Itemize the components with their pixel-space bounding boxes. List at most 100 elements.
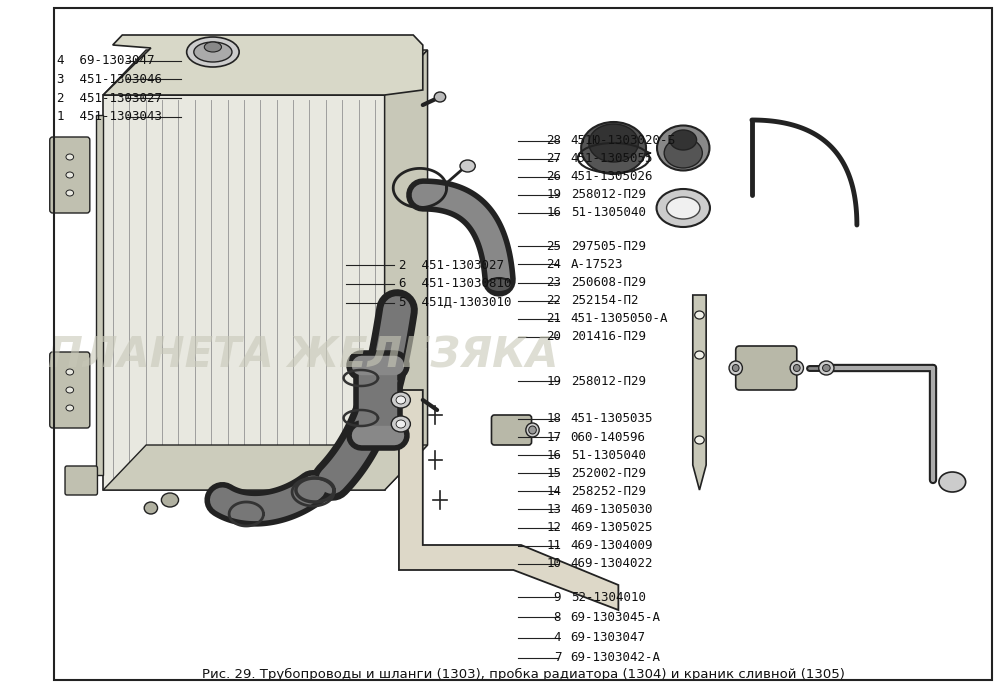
Ellipse shape xyxy=(670,130,697,150)
Polygon shape xyxy=(399,390,618,610)
Text: 22: 22 xyxy=(546,294,561,307)
Ellipse shape xyxy=(793,365,800,372)
Text: 451-1305026: 451-1305026 xyxy=(571,171,653,183)
Text: 252154-П2: 252154-П2 xyxy=(571,294,638,307)
Text: 25: 25 xyxy=(546,240,561,253)
Text: 17: 17 xyxy=(546,431,561,443)
Ellipse shape xyxy=(695,311,704,319)
Text: 20: 20 xyxy=(546,331,561,343)
Text: 26: 26 xyxy=(546,171,561,183)
FancyBboxPatch shape xyxy=(50,137,90,213)
Text: 9: 9 xyxy=(554,591,561,603)
Text: 258012-П29: 258012-П29 xyxy=(571,189,646,201)
Text: 2  451-1303027: 2 451-1303027 xyxy=(399,259,504,271)
Text: 4  69-1303047: 4 69-1303047 xyxy=(57,54,155,67)
Ellipse shape xyxy=(667,197,700,219)
Text: 16: 16 xyxy=(546,207,561,219)
Ellipse shape xyxy=(396,396,406,404)
Text: 250608-П29: 250608-П29 xyxy=(571,276,646,289)
Text: 3  451-1303046: 3 451-1303046 xyxy=(57,73,162,86)
FancyBboxPatch shape xyxy=(50,352,90,428)
FancyBboxPatch shape xyxy=(491,415,532,445)
Text: 451-1305050-А: 451-1305050-А xyxy=(571,313,668,325)
Text: 11: 11 xyxy=(546,539,561,552)
Text: 469-1304022: 469-1304022 xyxy=(571,557,653,570)
Ellipse shape xyxy=(194,42,232,62)
Text: 2  451-1303027: 2 451-1303027 xyxy=(57,92,162,104)
Polygon shape xyxy=(103,35,423,95)
Text: 69-1303042-А: 69-1303042-А xyxy=(571,651,661,664)
Ellipse shape xyxy=(695,351,704,359)
Ellipse shape xyxy=(66,190,74,196)
Text: 12: 12 xyxy=(546,521,561,534)
Text: 19: 19 xyxy=(546,375,561,388)
Ellipse shape xyxy=(204,42,221,52)
Ellipse shape xyxy=(529,426,536,434)
Ellipse shape xyxy=(664,138,702,168)
Ellipse shape xyxy=(66,405,74,411)
Text: 69-1303045-А: 69-1303045-А xyxy=(571,611,661,624)
Text: 69-1303047: 69-1303047 xyxy=(571,631,646,644)
Text: 451-1305035: 451-1305035 xyxy=(571,413,653,425)
Text: 451-1305055: 451-1305055 xyxy=(571,152,653,165)
Text: 28: 28 xyxy=(546,134,561,147)
Ellipse shape xyxy=(487,278,512,292)
Ellipse shape xyxy=(695,436,704,444)
Ellipse shape xyxy=(396,420,406,428)
Polygon shape xyxy=(103,445,428,490)
Text: 13: 13 xyxy=(546,503,561,516)
Polygon shape xyxy=(385,50,428,490)
Ellipse shape xyxy=(391,392,410,408)
Text: 15: 15 xyxy=(546,467,561,480)
Ellipse shape xyxy=(66,172,74,178)
Ellipse shape xyxy=(144,502,158,514)
Ellipse shape xyxy=(657,125,709,171)
Text: 252002-П29: 252002-П29 xyxy=(571,467,646,480)
Text: 24: 24 xyxy=(546,258,561,271)
Ellipse shape xyxy=(66,387,74,393)
Text: 27: 27 xyxy=(546,152,561,165)
Ellipse shape xyxy=(161,493,179,507)
Text: 469-1305025: 469-1305025 xyxy=(571,521,653,534)
Ellipse shape xyxy=(819,361,834,375)
Text: 52-1304010: 52-1304010 xyxy=(571,591,646,603)
Text: ПЛАНЕТА ЖЕЛЕЗЯКА: ПЛАНЕТА ЖЕЛЕЗЯКА xyxy=(48,334,559,376)
Ellipse shape xyxy=(66,369,74,375)
Text: 51-1305040: 51-1305040 xyxy=(571,449,646,461)
Ellipse shape xyxy=(657,189,710,227)
Text: 19: 19 xyxy=(546,189,561,201)
Ellipse shape xyxy=(581,122,646,174)
Ellipse shape xyxy=(434,92,446,102)
Ellipse shape xyxy=(729,361,742,375)
Text: Рис. 29. Трубопроводы и шланги (1303), пробка радиатора (1304) и краник сливной : Рис. 29. Трубопроводы и шланги (1303), п… xyxy=(202,667,844,681)
Ellipse shape xyxy=(391,416,410,432)
Text: 6  451-13030810: 6 451-13030810 xyxy=(399,278,511,290)
Ellipse shape xyxy=(460,160,475,172)
Text: 16: 16 xyxy=(546,449,561,461)
Text: А-17523: А-17523 xyxy=(571,258,623,271)
Text: 451Ю-1303020-Б: 451Ю-1303020-Б xyxy=(571,134,676,147)
Polygon shape xyxy=(96,115,103,475)
Ellipse shape xyxy=(790,361,803,375)
Text: 23: 23 xyxy=(546,276,561,289)
Text: 4: 4 xyxy=(554,631,561,644)
Ellipse shape xyxy=(66,154,74,160)
Text: 060-140596: 060-140596 xyxy=(571,431,646,443)
Text: 18: 18 xyxy=(546,413,561,425)
Text: 5  451Д-1303010: 5 451Д-1303010 xyxy=(399,296,511,309)
Text: 258012-П29: 258012-П29 xyxy=(571,375,646,388)
Text: 7: 7 xyxy=(554,651,561,664)
Polygon shape xyxy=(693,295,706,490)
Text: 297505-П29: 297505-П29 xyxy=(571,240,646,253)
Text: 469-1305030: 469-1305030 xyxy=(571,503,653,516)
Text: 8: 8 xyxy=(554,611,561,624)
FancyBboxPatch shape xyxy=(736,346,797,390)
Text: 469-1304009: 469-1304009 xyxy=(571,539,653,552)
FancyBboxPatch shape xyxy=(65,466,97,495)
Ellipse shape xyxy=(526,423,539,437)
Text: 10: 10 xyxy=(546,557,561,570)
Ellipse shape xyxy=(939,472,966,492)
Ellipse shape xyxy=(589,124,638,162)
Text: 258252-П29: 258252-П29 xyxy=(571,485,646,498)
Ellipse shape xyxy=(732,365,739,372)
